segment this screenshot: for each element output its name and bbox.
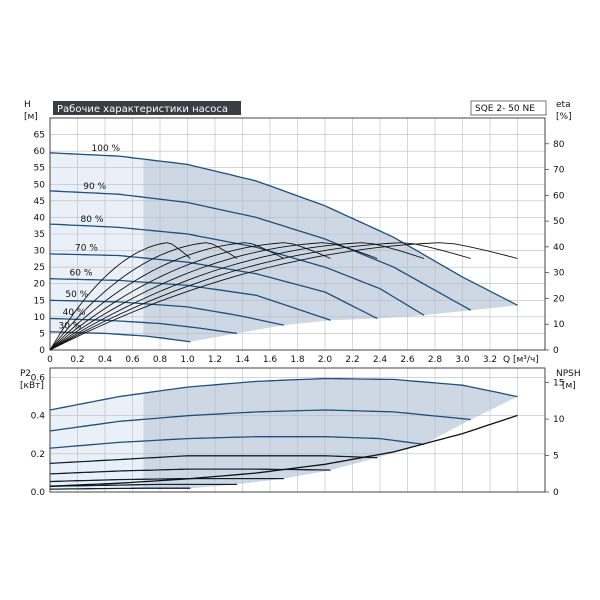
y-axis-label-p2: P2	[20, 369, 31, 379]
head-curve	[49, 223, 425, 316]
head-y2-tick-label: 20	[553, 294, 565, 304]
speed-label: 90 %	[83, 182, 106, 192]
efficiency-curve	[49, 242, 285, 351]
efficiency-curve	[49, 242, 425, 351]
x-tick-label: 0.6	[125, 355, 140, 365]
head-y-tick-label: 15	[34, 296, 45, 306]
head-y-tick-label: 20	[34, 280, 46, 290]
head-y2-tick-label: 50	[553, 217, 565, 227]
head-curve	[49, 331, 191, 343]
head-y-tick-label: 0	[39, 346, 45, 356]
power-curve	[49, 409, 471, 432]
x-tick-label: 1.4	[235, 355, 250, 365]
x-tick-label: 0.4	[98, 355, 113, 365]
power-y2-tick-label: 10	[553, 415, 565, 425]
power-low-speed-curve	[49, 478, 284, 482]
efficiency-curve	[49, 242, 238, 351]
power-low-speed-curve	[49, 468, 331, 475]
x-axis-unit-q: [м³/ч]	[513, 355, 539, 365]
x-tick-label: 2.8	[428, 355, 443, 365]
head-y-tick-label: 55	[34, 164, 45, 174]
power-y2-tick-label: 5	[553, 452, 559, 462]
head-curve	[49, 152, 518, 306]
head-y-tick-label: 45	[34, 197, 45, 207]
head-y2-tick-label: 40	[553, 243, 565, 253]
head-curve	[49, 253, 378, 320]
head-y-tick-label: 40	[34, 213, 46, 223]
power-frame	[49, 367, 546, 493]
head-y-tick-label: 65	[34, 131, 45, 141]
speed-label: 80 %	[81, 215, 104, 225]
chart-title: Рабочие характеристики насоса	[57, 104, 228, 115]
head-curve	[49, 190, 472, 311]
speed-label: 100 %	[92, 144, 121, 154]
x-axis-label-q: Q	[503, 355, 510, 365]
power-low-speed-curve	[50, 487, 191, 490]
speed-label: 70 %	[75, 244, 98, 254]
y2-axis-unit-npsh: [м]	[562, 381, 576, 391]
power-y-tick-label: 0.2	[31, 450, 45, 460]
power-y-tick-label: 0.0	[31, 488, 46, 498]
x-tick-label: 2.6	[400, 355, 415, 365]
head-y2-tick-label: 10	[553, 320, 565, 330]
power-operating-area	[50, 378, 518, 490]
efficiency-curve	[49, 242, 191, 351]
power-low-speed-curve	[49, 484, 237, 487]
model-box	[470, 100, 547, 116]
chart-title-box	[53, 101, 241, 115]
y2-axis-unit-eta: [%]	[556, 112, 572, 122]
x-tick-label: 0.8	[153, 355, 168, 365]
power-curve	[49, 377, 518, 411]
speed-label: 60 %	[70, 268, 93, 278]
head-y-tick-label: 50	[34, 180, 46, 190]
x-tick-label: 2.0	[318, 355, 333, 365]
efficiency-curve	[49, 242, 331, 351]
head-y2-tick-label: 30	[553, 269, 565, 279]
head-y2-tick-label: 60	[553, 191, 565, 201]
x-tick-label: 2.2	[345, 355, 359, 365]
efficiency-curve	[49, 242, 471, 351]
x-tick-label: 2.4	[373, 355, 388, 365]
head-frame	[49, 117, 546, 351]
speed-label: 50 %	[65, 290, 88, 300]
head-y-tick-label: 60	[34, 147, 46, 157]
x-tick-label: 1.8	[290, 355, 305, 365]
x-tick-label: 3.0	[455, 355, 470, 365]
x-tick-label: 1.0	[180, 355, 195, 365]
model-label: SQE 2- 50 NE	[475, 104, 535, 114]
y-axis-unit-h: [м]	[24, 112, 38, 122]
x-tick-label: 3.2	[483, 355, 497, 365]
head-y2-tick-label: 0	[553, 346, 559, 356]
efficiency-curve	[49, 242, 518, 351]
power-y-tick-label: 0.6	[31, 374, 46, 384]
y-axis-unit-p2: [кВт]	[20, 381, 44, 391]
efficiency-curve	[49, 242, 378, 351]
head-curve	[49, 299, 284, 326]
head-y2-tick-label: 70	[553, 166, 565, 176]
x-tick-label: 0	[47, 355, 53, 365]
x-tick-label: 1.2	[208, 355, 222, 365]
y2-axis-label-eta: eta	[556, 100, 571, 110]
head-y-tick-label: 25	[34, 263, 45, 273]
head-curve	[49, 278, 331, 321]
power-low-speed-curve	[49, 455, 378, 464]
power-y2-tick-label: 0	[553, 488, 559, 498]
y2-axis-label-npsh: NPSH	[556, 369, 581, 379]
head-y-tick-label: 30	[34, 247, 46, 257]
x-tick-label: 1.6	[263, 355, 278, 365]
head-efficiency-plot: 0 5 10 15 20 25 30 35 40 45 50 55 60 65 0 10 20 30 40 50 60 7…	[34, 117, 565, 365]
x-tick-label: 0.2	[70, 355, 84, 365]
head-y-tick-label: 35	[34, 230, 45, 240]
power-y-tick-label: 0.4	[31, 412, 46, 422]
power-y2-tick-label: 15	[553, 379, 564, 389]
head-y-tick-label: 5	[39, 329, 45, 339]
y-axis-label-h: H	[24, 100, 31, 110]
head-y-tick-label: 10	[34, 313, 46, 323]
head-y2-tick-label: 80	[553, 140, 565, 150]
power-npsh-plot: 0.0 0.2 0.4 0.6 0 5 10 15	[31, 367, 565, 498]
power-curve	[49, 436, 425, 449]
